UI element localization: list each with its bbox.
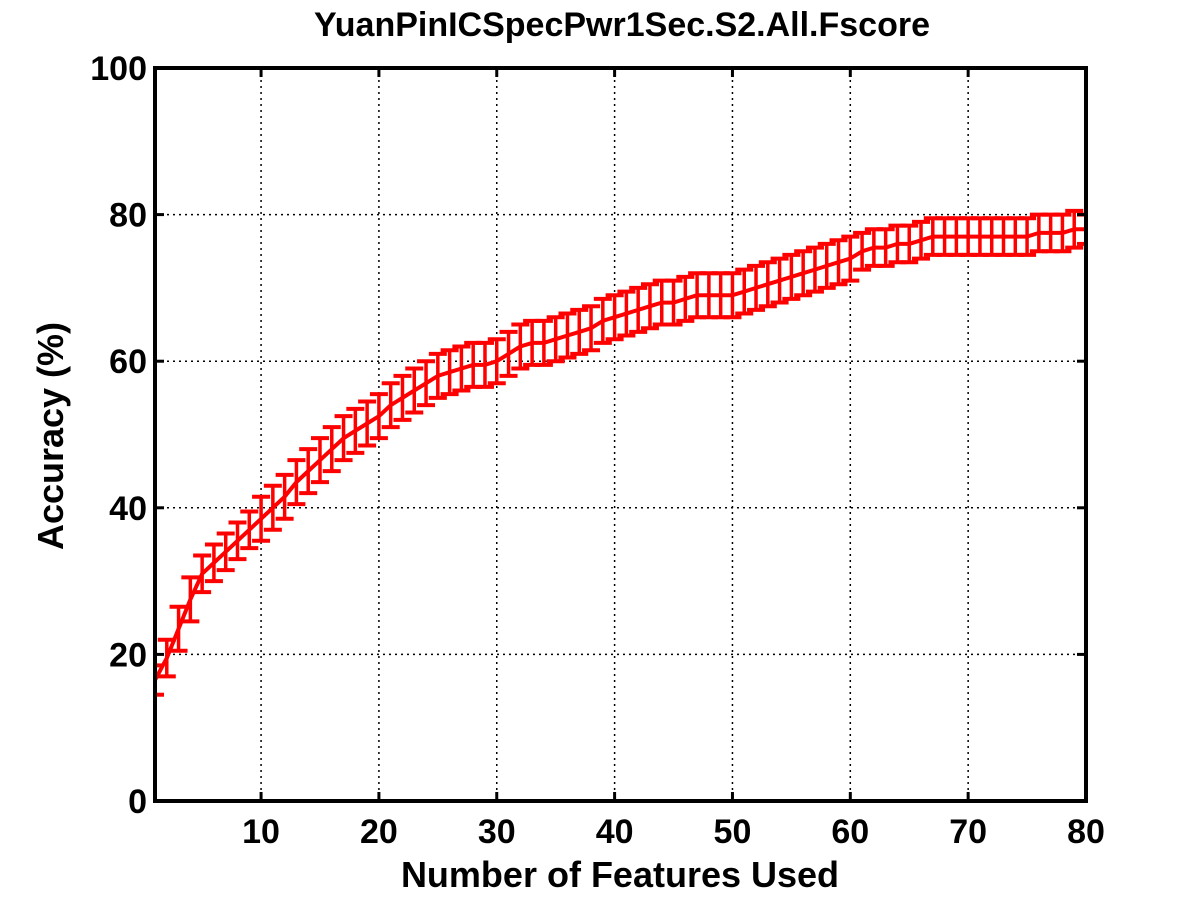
x-tick-label: 10: [242, 813, 280, 851]
chart-title: YuanPinICSpecPwr1Sec.S2.All.Fscore: [314, 6, 930, 44]
x-tick-label: 70: [949, 813, 987, 851]
y-tick-label: 0: [128, 783, 147, 821]
y-tick-label: 100: [90, 50, 147, 88]
y-tick-label: 40: [109, 490, 147, 528]
x-tick-label: 60: [831, 813, 869, 851]
x-tick-label: 30: [478, 813, 516, 851]
x-tick-label: 20: [360, 813, 398, 851]
y-tick-label: 80: [109, 197, 147, 235]
axis-ticks: 10 20 30 40 50 60 70 80 0 20 40 60 80 100: [90, 50, 1105, 851]
y-tick-label: 60: [109, 343, 147, 381]
series-layer: [153, 208, 1088, 697]
series-line: [153, 227, 1086, 682]
y-axis-label: Accuracy (%): [30, 322, 71, 550]
x-tick-label: 50: [714, 813, 752, 851]
plot-frame: [153, 66, 1088, 803]
x-axis-label: Number of Features Used: [401, 854, 839, 895]
x-tick-label: 80: [1067, 813, 1105, 851]
y-tick-label: 20: [109, 636, 147, 674]
x-tick-label: 40: [596, 813, 634, 851]
grid: [155, 68, 1086, 801]
